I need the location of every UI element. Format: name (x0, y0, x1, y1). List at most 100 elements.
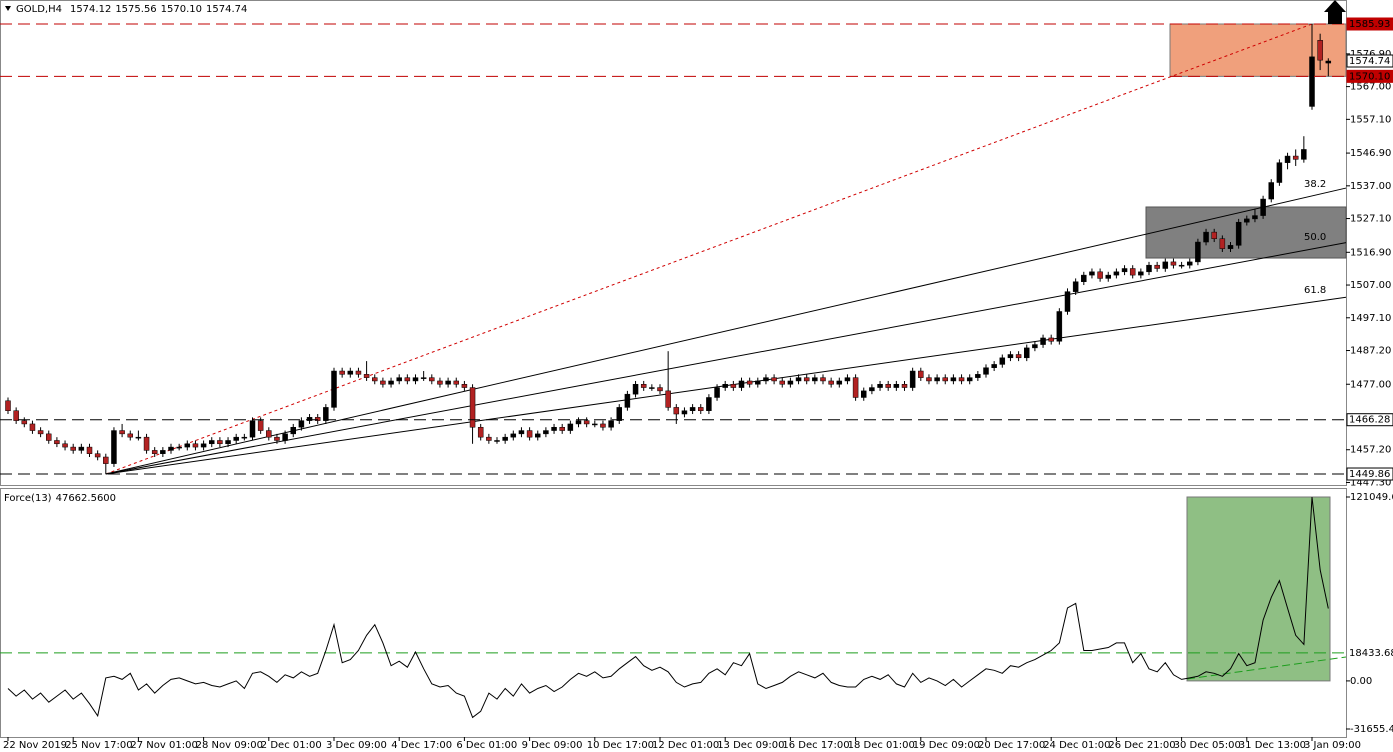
candle-body (673, 407, 680, 415)
y-tick-label: 1447.30 (1350, 477, 1391, 488)
candle-body (453, 380, 459, 385)
level-label: 1449.86 (1349, 469, 1390, 480)
candle-body (893, 384, 900, 388)
candle-body (632, 384, 639, 395)
candle-body (192, 443, 199, 448)
candle-body (535, 433, 541, 438)
x-tick-label: 26 Dec 21:00 (1108, 740, 1175, 751)
candle-body (420, 377, 427, 379)
candle-body (706, 397, 712, 411)
x-tick-label: 18 Dec 01:00 (848, 740, 915, 751)
candle-body (469, 387, 476, 428)
candle-body (812, 377, 818, 382)
candle-body (1268, 182, 1274, 200)
fan-label: 50.0 (1304, 232, 1326, 243)
fan-trend-line (105, 23, 1313, 475)
x-tick-label: 3 Jan 09:00 (1304, 740, 1361, 751)
candle-body (502, 436, 508, 441)
candle-body (127, 433, 133, 438)
candle-body (885, 384, 891, 388)
candle-body (918, 370, 924, 378)
candle-body (1024, 347, 1030, 359)
candle-body (689, 407, 696, 411)
fan-line (105, 187, 1347, 475)
price-label-box (1346, 54, 1393, 68)
level-label: 18433.68 (1349, 648, 1393, 659)
x-tick-label: 28 Nov 09:00 (196, 740, 263, 751)
candle-body (78, 446, 85, 451)
candle-body (13, 410, 19, 421)
symbol: GOLD,H4 (16, 4, 62, 15)
candle-body (119, 430, 125, 435)
candle-body (1235, 221, 1242, 246)
candle-body (1260, 198, 1266, 216)
candle-body (795, 377, 802, 382)
candle-body (616, 407, 622, 421)
candle-body (975, 374, 981, 378)
candle-body (184, 443, 191, 448)
candle-body (649, 387, 655, 389)
candle-body (1227, 245, 1234, 249)
candle-body (347, 370, 354, 375)
candle-body (396, 377, 402, 382)
candle-body (608, 420, 614, 428)
candle-body (494, 440, 500, 442)
candle-body (233, 436, 239, 441)
candle-body (21, 420, 28, 425)
candle-body (567, 423, 574, 431)
candle-body (160, 450, 166, 454)
candle-body (217, 440, 223, 445)
candle-body (722, 384, 728, 388)
candle-body (698, 407, 704, 411)
candle-body (600, 423, 606, 428)
candle-body (730, 384, 737, 388)
level-label: 1570.10 (1349, 71, 1390, 82)
candle-body (909, 370, 916, 388)
candle-body (151, 450, 158, 454)
candle-body (575, 420, 582, 425)
candle-body (763, 377, 769, 382)
candle-body (991, 364, 997, 368)
x-tick-label: 30 Dec 05:00 (1174, 740, 1241, 751)
candle-body (1170, 261, 1177, 266)
candle-body (86, 446, 93, 454)
candle-body (225, 440, 231, 445)
y-tick-label: 1537.00 (1350, 181, 1391, 192)
y-tick-label: 1457.20 (1350, 445, 1391, 456)
candle-body (62, 443, 68, 448)
candle-body (70, 446, 76, 451)
candle-body (559, 426, 565, 431)
candle-body (779, 380, 785, 385)
candle-body (665, 390, 671, 408)
chart-header: GOLD,H4 1574.12 1575.56 1570.10 1574.74 (16, 4, 247, 15)
x-tick-label: 27 Nov 01:00 (130, 740, 197, 751)
fan-line (105, 242, 1347, 475)
candle-body (1121, 268, 1128, 273)
y-tick-label: 1567.00 (1350, 82, 1391, 93)
y-tick-label: 121049.63 (1350, 492, 1393, 503)
candle-body (852, 377, 859, 398)
open-value: 1574.12 (70, 4, 111, 15)
candle-body (274, 436, 280, 441)
candle-body (551, 426, 557, 431)
candle-body (429, 377, 435, 382)
candle-body (592, 423, 598, 426)
candle-body (518, 430, 525, 435)
candle-body (1146, 264, 1152, 273)
indicator-name: Force(13) (4, 493, 52, 504)
candle-body (1309, 56, 1315, 107)
y-tick-label: 1507.00 (1350, 280, 1391, 291)
y-tick-label: 1576.90 (1350, 49, 1391, 60)
level-label-box (1347, 646, 1393, 659)
y-tick-label: 1487.20 (1350, 346, 1391, 357)
candle-body (681, 410, 688, 415)
x-tick-label: 31 Dec 13:00 (1239, 740, 1306, 751)
candle-body (1048, 337, 1054, 342)
candle-body (1129, 268, 1136, 276)
x-tick-label: 22 Nov 2019 (3, 740, 67, 751)
candle-body (339, 370, 345, 375)
candle-body (257, 420, 264, 431)
candle-body (624, 393, 631, 408)
x-tick-label: 10 Dec 17:00 (587, 740, 654, 751)
